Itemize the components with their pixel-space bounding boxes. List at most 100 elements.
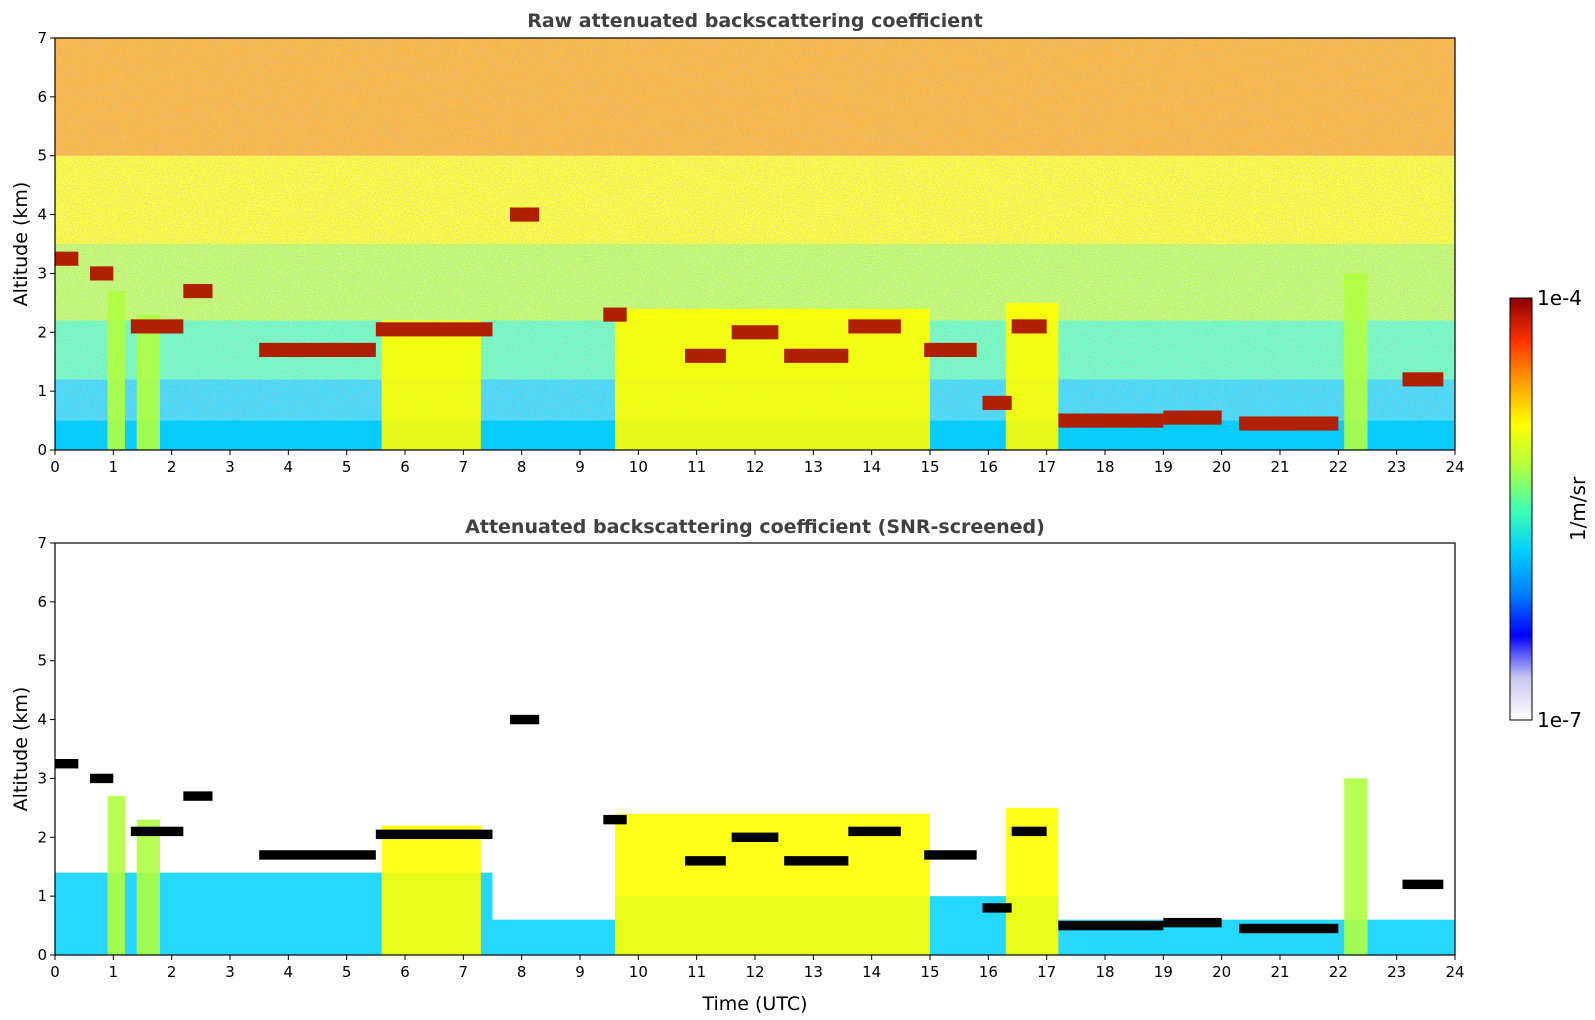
x-tick-label: 21 [1270, 458, 1289, 476]
screened-layer [492, 919, 615, 955]
cloud-layer [603, 814, 627, 825]
cloud-layer [510, 714, 540, 725]
x-tick-label: 14 [862, 458, 881, 476]
x-tick-label: 6 [400, 963, 410, 981]
x-tick-label: 3 [225, 458, 235, 476]
x-tick-label: 22 [1329, 963, 1348, 981]
x-tick-label: 4 [284, 458, 294, 476]
cloud-layer [1058, 920, 1164, 931]
cloud-layer [784, 348, 849, 363]
panel-title-raw: Raw attenuated backscattering coefficien… [527, 10, 983, 32]
x-tick-label: 11 [687, 963, 706, 981]
y-tick-label: 1 [37, 382, 47, 400]
cloud-layer [685, 348, 726, 363]
cloud-layer [924, 850, 977, 860]
cloud-layer [259, 850, 376, 860]
cloud-layer [130, 319, 184, 334]
cloud-layer [375, 829, 493, 840]
colorbar-unit-label: 1/m/sr [1566, 476, 1590, 541]
x-tick-label: 14 [862, 963, 881, 981]
y-tick-label: 6 [37, 593, 47, 611]
cloud-layer [1058, 413, 1164, 428]
x-tick-label: 9 [575, 963, 585, 981]
aerosol-layer [136, 819, 160, 955]
x-tick-label: 15 [920, 963, 939, 981]
x-tick-label: 23 [1387, 963, 1406, 981]
screened-y-axis: 0 1 2 3 4 5 6 7 [37, 534, 55, 964]
x-tick-label: 7 [459, 963, 469, 981]
cloud-layer [603, 307, 627, 322]
x-tick-label: 3 [225, 963, 235, 981]
cloud-layer [130, 826, 184, 837]
x-tick-label: 2 [167, 458, 177, 476]
x-tick-label: 9 [575, 458, 585, 476]
x-tick-label: 20 [1212, 458, 1231, 476]
raw-x-axis: 0 1 2 3 4 5 6 7 8 9 10 11 12 13 14 15 16 17 18 19 20 21 22 23 24 [50, 450, 1465, 476]
cloud-layer [1402, 879, 1444, 890]
x-tick-label: 16 [979, 963, 998, 981]
colorbar-max-label: 1e-4 [1537, 286, 1582, 310]
x-tick-label: 8 [517, 963, 527, 981]
x-tick-label: 4 [284, 963, 294, 981]
colorbar-min-label: 1e-7 [1537, 708, 1582, 732]
y-tick-label: 3 [37, 769, 47, 787]
x-tick-label: 19 [1154, 458, 1173, 476]
x-tick-label: 1 [109, 458, 119, 476]
x-tick-label: 17 [1037, 458, 1056, 476]
x-tick-label: 16 [979, 458, 998, 476]
raw-y-axis: 0 1 2 3 4 5 6 7 [37, 29, 55, 459]
x-tick-label: 24 [1445, 963, 1464, 981]
x-tick-label: 11 [687, 458, 706, 476]
x-tick-label: 12 [745, 458, 764, 476]
x-tick-label: 23 [1387, 458, 1406, 476]
x-tick-label: 5 [342, 963, 352, 981]
cloud-layer [1163, 410, 1222, 425]
y-tick-label: 1 [37, 887, 47, 905]
aerosol-layer [136, 314, 160, 450]
cloud-layer [982, 395, 1012, 410]
aerosol-layer [1344, 778, 1368, 955]
y-tick-label: 2 [37, 323, 47, 341]
y-tick-label: 2 [37, 828, 47, 846]
x-tick-label: 8 [517, 458, 527, 476]
aerosol-layer [107, 291, 125, 450]
cloud-layer [848, 319, 901, 334]
x-tick-label: 13 [804, 458, 823, 476]
x-tick-label: 2 [167, 963, 177, 981]
y-tick-label: 7 [37, 29, 47, 47]
cloud-layer [55, 759, 79, 769]
cloud-layer [1011, 319, 1047, 334]
x-tick-label: 20 [1212, 963, 1231, 981]
cloud-layer [1402, 372, 1444, 387]
aerosol-layer [381, 825, 481, 955]
cloud-layer [90, 773, 114, 784]
y-tick-label: 7 [37, 534, 47, 552]
raw-cloud-layers [55, 207, 1444, 431]
colorbar: 1e-4 1e-7 1/m/sr [1509, 286, 1590, 732]
raw-backscatter-panel: Raw attenuated backscattering coefficien… [10, 10, 1465, 476]
screened-x-axis: 0 1 2 3 4 5 6 7 8 9 10 11 12 13 14 15 16 17 18 19 20 21 22 23 24 [50, 955, 1465, 981]
y-tick-label: 3 [37, 264, 47, 282]
cloud-layer [1163, 917, 1222, 928]
aerosol-layer [1344, 273, 1368, 450]
screened-y-axis-label: Altitude (km) [10, 687, 32, 812]
screened-backscatter-panel: Attenuated backscattering coefficient (S… [10, 516, 1465, 1015]
cloud-layer [1011, 826, 1047, 837]
x-tick-label: 6 [400, 458, 410, 476]
x-tick-label: 1 [109, 963, 119, 981]
aerosol-layer [107, 796, 125, 955]
x-tick-label: 17 [1037, 963, 1056, 981]
x-tick-label: 13 [804, 963, 823, 981]
y-tick-label: 6 [37, 88, 47, 106]
x-tick-label: 24 [1445, 458, 1464, 476]
y-tick-label: 5 [37, 147, 47, 165]
x-tick-label: 7 [459, 458, 469, 476]
x-axis-label: Time (UTC) [701, 993, 807, 1015]
cloud-layer [183, 284, 213, 299]
x-tick-label: 21 [1270, 963, 1289, 981]
raw-y-axis-label: Altitude (km) [10, 182, 32, 307]
cloud-layer [1239, 416, 1339, 431]
screened-cloud-layers [55, 714, 1444, 934]
cloud-layer [183, 791, 213, 801]
